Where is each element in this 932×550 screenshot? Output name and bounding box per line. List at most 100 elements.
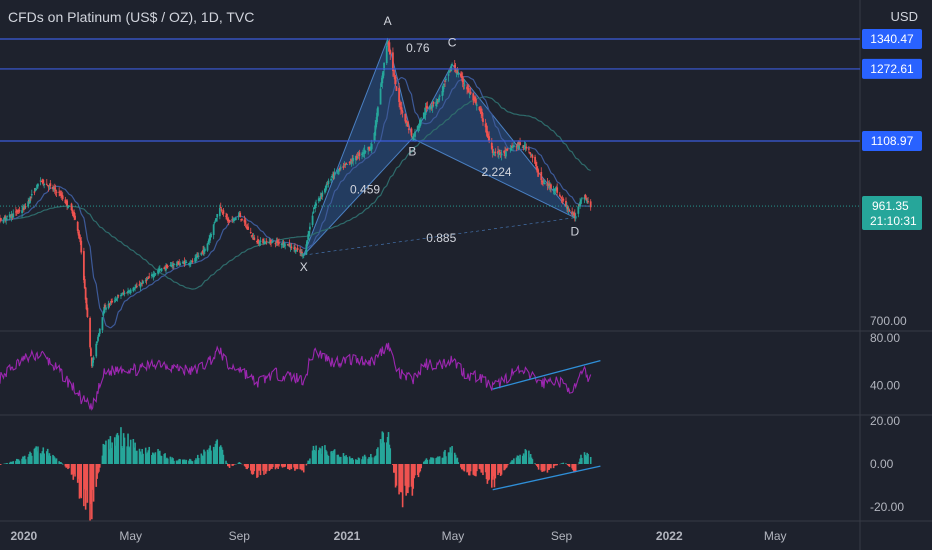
histogram-bar: [469, 464, 472, 472]
histogram-bar: [109, 436, 112, 464]
candle-body: [6, 215, 8, 217]
histogram-bar: [357, 457, 360, 464]
candle-body: [66, 200, 69, 206]
candle-body: [185, 262, 188, 264]
histogram-bar: [453, 452, 456, 464]
histogram-bar: [431, 457, 434, 464]
histogram-bar: [584, 454, 587, 464]
histogram-bar: [338, 456, 340, 464]
histogram-bar: [220, 447, 223, 464]
candle-body: [307, 234, 310, 240]
candle-body: [435, 101, 438, 107]
candle-body: [145, 279, 148, 281]
candle-body: [324, 188, 326, 193]
histogram-bar: [345, 455, 347, 464]
histogram-tick-label: -20.00: [870, 500, 904, 514]
histogram-bar: [116, 432, 119, 464]
histogram-bar: [536, 464, 538, 466]
histogram-bar: [28, 454, 30, 464]
candle-body: [542, 181, 544, 183]
histogram-bar: [517, 455, 520, 464]
histogram-bar: [451, 446, 453, 464]
histogram-bar: [189, 458, 191, 464]
candle-body: [342, 165, 345, 169]
moving-average-fast: [0, 76, 591, 329]
candle-body: [559, 196, 562, 198]
histogram-bar: [58, 461, 60, 464]
histogram-bar: [352, 459, 354, 464]
histogram-bar: [472, 464, 475, 475]
histogram-bar: [208, 448, 211, 464]
histogram-bar: [395, 464, 398, 486]
candle-body: [213, 222, 216, 224]
histogram-bar: [35, 446, 38, 464]
candle-body: [0, 217, 2, 221]
histogram-bar: [505, 464, 507, 469]
candle-body: [364, 151, 367, 153]
histogram-bar: [423, 461, 425, 464]
histogram-bar: [33, 448, 36, 464]
candle-body: [85, 297, 88, 310]
candle-body: [239, 212, 242, 218]
histogram-bar: [117, 435, 120, 464]
histogram-bar: [306, 463, 309, 464]
histogram-bar: [80, 464, 83, 499]
histogram-bar: [18, 460, 21, 464]
histogram-bar: [219, 445, 222, 464]
histogram-bar: [339, 457, 341, 464]
histogram-bar: [17, 459, 20, 464]
histogram-bar: [373, 457, 376, 464]
time-tick-label: Sep: [229, 529, 251, 543]
candle-body: [27, 201, 30, 207]
candle-body: [388, 42, 391, 52]
candle-body: [528, 152, 531, 154]
candle-body: [527, 148, 530, 150]
histogram-bar: [309, 458, 311, 464]
histogram-bar: [454, 454, 457, 464]
histogram-bar: [53, 457, 56, 464]
candle-body: [394, 76, 397, 84]
histogram-bar: [0, 464, 2, 465]
histogram-bar: [21, 458, 23, 464]
histogram-bar: [79, 464, 82, 497]
currency-label[interactable]: USD: [890, 9, 918, 24]
candle-body: [491, 149, 494, 154]
candle-body: [39, 180, 42, 182]
histogram-bar: [362, 456, 364, 464]
candle-body: [195, 256, 198, 259]
last-price-countdown: 21:10:31: [870, 214, 917, 228]
histogram-bar: [388, 444, 391, 464]
histogram-bar: [405, 464, 407, 496]
histogram-bar: [461, 464, 464, 470]
histogram-bar: [110, 448, 113, 464]
histogram-bar: [42, 447, 45, 464]
histogram-bar: [90, 464, 92, 504]
candle-body: [566, 205, 569, 210]
histogram-bar: [46, 448, 49, 464]
histogram-bar: [460, 464, 462, 468]
candle-body: [97, 333, 100, 337]
histogram-bar: [64, 464, 67, 467]
histogram-bar: [572, 464, 574, 471]
candle-body: [37, 184, 39, 187]
histogram-bar: [72, 464, 75, 480]
candle-body: [305, 244, 308, 255]
candle-body: [401, 111, 404, 113]
time-tick-label: 2020: [10, 529, 37, 543]
candle-body: [414, 131, 416, 137]
candle-body: [429, 106, 432, 109]
histogram-bar: [314, 451, 317, 464]
candle-body: [215, 218, 218, 221]
candle-body: [191, 260, 194, 262]
histogram-bar: [141, 448, 143, 464]
chart-title: CFDs on Platinum (US$ / OZ), 1D, TVC: [8, 9, 255, 25]
histogram-bar: [506, 464, 508, 468]
histogram-bar: [406, 464, 408, 493]
level-label-bg: [862, 29, 922, 50]
candle-body: [148, 276, 151, 278]
histogram-bar: [191, 461, 194, 464]
candle-body: [133, 288, 136, 290]
candle-body: [327, 180, 330, 184]
candle-body: [579, 201, 582, 207]
